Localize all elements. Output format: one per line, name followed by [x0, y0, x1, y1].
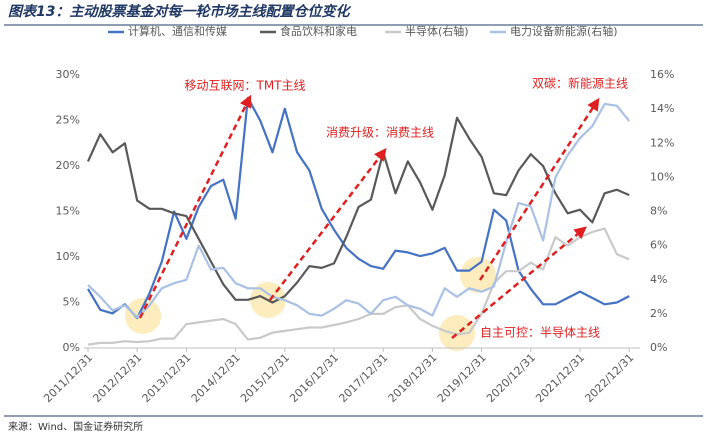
- highlight-circle: [460, 257, 496, 293]
- y2-tick-label: 2%: [650, 307, 667, 320]
- highlight-circle: [125, 298, 161, 334]
- y-tick-label: 20%: [56, 159, 80, 172]
- y-tick-label: 0%: [63, 341, 80, 354]
- x-tick-label: 2017/12/31: [336, 351, 390, 405]
- y2-tick-label: 16%: [650, 68, 674, 81]
- legend-label: 电力设备新能源(右轴): [510, 24, 618, 38]
- y-tick-label: 15%: [56, 205, 80, 218]
- arrow: [138, 94, 252, 319]
- x-tick-label: 2011/12/31: [41, 351, 95, 405]
- y-tick-label: 25%: [56, 114, 80, 127]
- y2-tick-label: 14%: [650, 102, 674, 115]
- x-tick-label: 2013/12/31: [140, 351, 194, 405]
- x-tick-label: 2014/12/31: [189, 351, 243, 405]
- y2-tick-label: 4%: [650, 273, 667, 286]
- chart-title: 图表13：主动股票基金对每一轮市场主线配置仓位变化: [8, 3, 351, 20]
- series-line: [87, 102, 631, 319]
- legend-label: 半导体(右轴): [405, 24, 469, 38]
- arrow: [269, 148, 387, 301]
- x-tick-label: 2019/12/31: [435, 351, 489, 405]
- x-tick-label: 2012/12/31: [90, 351, 144, 405]
- legend-label: 计算机、通信和传媒: [128, 24, 227, 38]
- annotation: 消费升级：消费主线: [326, 126, 434, 140]
- series-line: [86, 116, 630, 304]
- y-tick-label: 30%: [56, 68, 80, 81]
- x-tick-label: 2021/12/31: [533, 351, 587, 405]
- arrows: [138, 94, 600, 339]
- plot: 0% 5% 10% 15% 20% 25% 30% 0% 2% 4% 6% 8% 10% 12% 14% 16…: [41, 68, 674, 405]
- arrow: [451, 226, 587, 339]
- legend-label: 食品饮料和家电: [280, 24, 357, 38]
- arrow: [478, 97, 600, 281]
- x-tick-label: 2022/12/31: [582, 351, 636, 405]
- y-tick-label: 10%: [56, 250, 80, 263]
- x-tick-label: 2015/12/31: [238, 351, 292, 405]
- x-tick-label: 2020/12/31: [484, 351, 538, 405]
- y2-tick-label: 0%: [650, 341, 667, 354]
- y2-tick-label: 12%: [650, 136, 674, 149]
- series-line: [87, 96, 630, 320]
- y2-tick-label: 10%: [650, 170, 674, 183]
- x-tick-label: 2016/12/31: [287, 351, 341, 405]
- y-tick-label: 5%: [63, 296, 80, 309]
- y2-tick-label: 6%: [650, 239, 667, 252]
- highlights: [125, 257, 496, 351]
- source: 来源：Wind、国金证券研究所: [8, 420, 143, 433]
- highlight-circle: [439, 315, 475, 351]
- annotation: 移动互联网：TMT主线: [184, 79, 305, 93]
- annotation: 自主可控：半导体主线: [480, 326, 600, 340]
- y2-tick-label: 8%: [650, 205, 667, 218]
- x-tick-label: 2018/12/31: [386, 351, 440, 405]
- annotation: 双碳：新能源主线: [532, 76, 628, 91]
